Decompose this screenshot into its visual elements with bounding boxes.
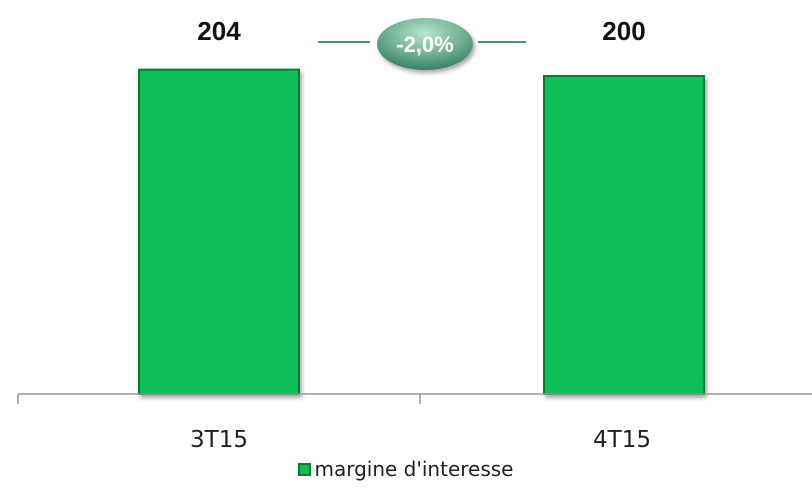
x-tick-label: 4T15 bbox=[593, 427, 651, 453]
data-label-4T15: 200 bbox=[602, 16, 645, 46]
x-tick-label: 3T15 bbox=[190, 427, 248, 453]
change-percent-label: -2,0% bbox=[396, 32, 453, 57]
change-badge bbox=[377, 18, 473, 70]
legend: margine d'interesse bbox=[0, 457, 812, 481]
labels-layer: 204 200 bbox=[197, 16, 645, 46]
bar-3T15 bbox=[138, 68, 300, 395]
data-label-3T15: 204 bbox=[197, 16, 241, 46]
bars-layer bbox=[138, 68, 705, 395]
legend-swatch bbox=[298, 463, 312, 476]
bar-4T15 bbox=[543, 75, 705, 395]
change-annotation: -2,0% bbox=[318, 18, 526, 70]
legend-label: margine d'interesse bbox=[314, 457, 514, 481]
